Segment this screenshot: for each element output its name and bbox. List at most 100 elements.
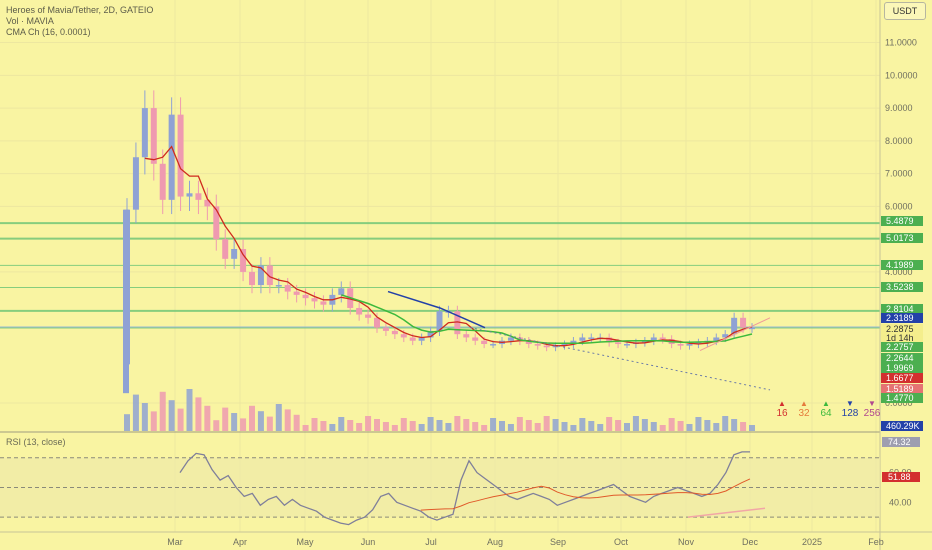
volume-bar <box>150 411 157 431</box>
volume-bar <box>615 420 622 431</box>
candle-body <box>311 298 318 302</box>
volume-bar <box>284 409 291 431</box>
triangle-down-icon: ▼ <box>846 399 854 408</box>
volume-bar <box>177 408 184 431</box>
price-axis-label: 1d 14h <box>881 333 923 343</box>
candle-body <box>409 337 416 341</box>
time-tick-label: May <box>296 537 314 547</box>
candle-body <box>534 344 541 346</box>
candle-body <box>257 265 264 286</box>
price-label-box <box>881 421 923 431</box>
candle-body <box>168 114 175 200</box>
price-label-box <box>881 324 923 334</box>
volume-bar <box>204 405 211 431</box>
candle-body <box>677 344 684 346</box>
price-axis-label: 2.2757 <box>881 342 923 352</box>
volume-bar <box>552 419 559 431</box>
price-label-text: 5.4879 <box>886 216 914 226</box>
time-tick-label: Sep <box>550 537 566 547</box>
trend-line[interactable] <box>699 317 771 352</box>
candle-body <box>213 206 220 240</box>
volume-bar <box>641 419 648 431</box>
candle-body <box>615 342 622 345</box>
volume-bar <box>704 420 711 431</box>
price-label-text: 2.2644 <box>886 353 914 363</box>
time-tick-label: Apr <box>233 537 247 547</box>
trend-line[interactable] <box>469 327 771 391</box>
volume-bar <box>516 417 523 431</box>
rsi-band <box>0 457 880 518</box>
volume-bar <box>454 416 461 431</box>
rsi-tick-label: 40.00 <box>889 497 912 507</box>
candle-body <box>463 334 470 338</box>
signal-64: ▲ 64 <box>815 399 837 420</box>
triangle-up-icon: ▲ <box>778 399 786 408</box>
signal-256: ▼ 256 <box>861 399 883 420</box>
price-label-box <box>881 342 923 352</box>
candle-body <box>338 288 345 295</box>
candle-body <box>132 157 139 210</box>
candle-body <box>186 193 193 197</box>
price-tick-label: 6.0000 <box>885 201 913 211</box>
volume-bar <box>365 416 372 431</box>
price-tick-label: 8.0000 <box>885 136 913 146</box>
volume-bar <box>632 416 639 431</box>
volume-bar <box>525 420 532 431</box>
currency-button[interactable]: USDT <box>884 2 926 20</box>
candle-body <box>695 342 702 345</box>
price-label-box <box>881 313 923 323</box>
volume-bar <box>472 422 479 431</box>
volume-bar <box>382 422 389 431</box>
candle-body <box>659 337 666 340</box>
time-tick-label: Feb <box>868 537 884 547</box>
volume-bar <box>195 397 202 431</box>
candle-body <box>507 337 514 341</box>
price-label-box <box>881 373 923 383</box>
candle-body <box>490 344 497 346</box>
price-label-box <box>881 333 923 343</box>
rsi-divergence-line[interactable] <box>687 507 766 518</box>
candle-body <box>588 337 595 339</box>
candle-body <box>195 193 202 200</box>
price-label-box <box>881 384 923 394</box>
price-label-text: 1.6677 <box>886 373 914 383</box>
volume-bar <box>320 421 327 431</box>
volume-bar <box>409 421 416 431</box>
volume-bar <box>481 425 488 431</box>
signal-value: 256 <box>863 408 881 419</box>
price-label-text: 2.8104 <box>886 304 914 314</box>
volume-bar <box>338 417 345 431</box>
volume-bar <box>391 425 398 431</box>
volume-indicator-title: Vol · MAVIA <box>6 16 54 26</box>
candle-body <box>320 301 327 305</box>
volume-bar <box>231 413 238 431</box>
volume-bar <box>722 416 729 431</box>
volume-bar <box>749 425 755 431</box>
price-label-box <box>881 233 923 243</box>
volume-bar <box>668 418 675 431</box>
candle-body <box>293 291 300 295</box>
triangle-up-icon: ▲ <box>800 399 808 408</box>
price-axis-label: 5.4879 <box>881 216 923 226</box>
candle-body <box>686 344 693 346</box>
volume-group <box>124 389 755 431</box>
price-label-box <box>881 216 923 226</box>
price-label-text: 2.2757 <box>886 342 914 352</box>
rsi-line <box>179 451 750 526</box>
candles-group <box>123 90 755 394</box>
volume-bar <box>302 425 309 431</box>
candle-body <box>624 344 630 346</box>
time-tick-label: Jul <box>425 537 437 547</box>
price-tick-label: 9.0000 <box>885 103 913 113</box>
candle-body <box>561 344 568 346</box>
time-tick-label: 2025 <box>802 537 822 547</box>
volume-bar <box>168 400 175 431</box>
symbol-title: Heroes of Mavia/Tether, 2D, GATEIO <box>6 5 154 15</box>
signal-16: ▲ 16 <box>771 399 793 420</box>
volume-bar <box>445 423 452 431</box>
candle-body <box>391 330 398 335</box>
volume-bar <box>543 416 550 431</box>
candle-body <box>472 337 479 341</box>
price-label-box <box>881 282 923 292</box>
